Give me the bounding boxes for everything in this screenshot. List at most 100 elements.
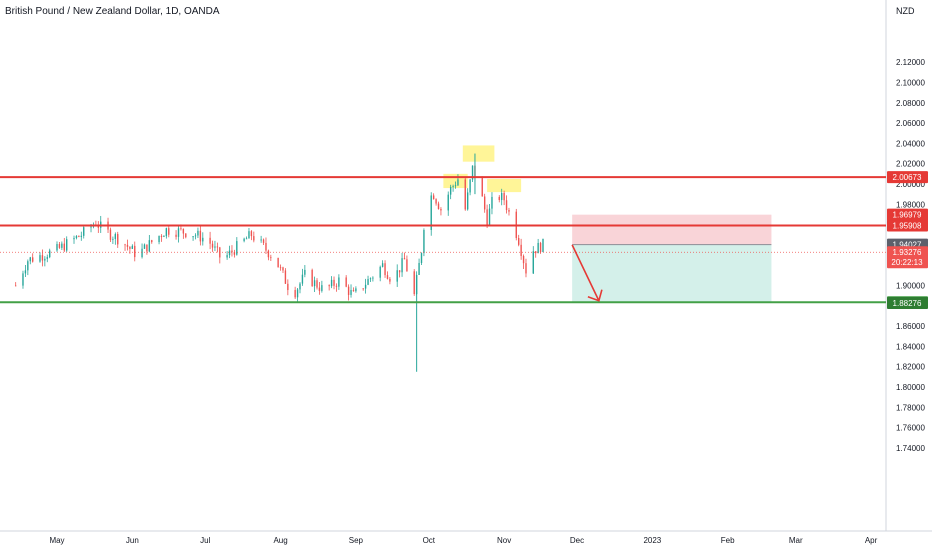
candle-body: [296, 289, 299, 298]
candle-body: [435, 199, 437, 204]
candle-body: [335, 285, 338, 287]
candle-body: [304, 269, 306, 275]
candle-body: [56, 244, 58, 251]
candle-body: [420, 253, 423, 263]
candle-body: [124, 244, 126, 246]
candle-body: [330, 279, 333, 287]
candle-body: [505, 200, 508, 211]
y-tick-label: 2.12000: [896, 58, 925, 67]
candle-body: [146, 244, 148, 252]
x-tick-label: Dec: [570, 536, 584, 545]
candle-body: [369, 278, 372, 280]
candle-body: [211, 243, 214, 248]
candle-body: [539, 242, 542, 253]
candle-body: [333, 279, 335, 286]
candle-body: [500, 193, 503, 200]
candle-body: [294, 290, 296, 298]
candle-body: [180, 228, 182, 230]
candle-body: [299, 283, 301, 290]
candle-body: [447, 194, 449, 211]
candle-body: [520, 244, 522, 257]
candle-body: [483, 196, 486, 210]
candle-body: [245, 238, 248, 240]
candle-body: [398, 270, 401, 273]
candle-body: [503, 193, 505, 201]
candle-body: [379, 266, 381, 278]
candle-body: [311, 269, 313, 287]
x-tick-label: Apr: [865, 536, 878, 545]
candle-body: [262, 239, 265, 243]
candle-body: [384, 263, 386, 276]
candle-body: [522, 256, 525, 264]
candle-body: [243, 238, 245, 242]
candle-body: [158, 235, 160, 243]
tag-resistance-upper-label: 2.00673: [893, 173, 922, 182]
candle-body: [112, 238, 114, 240]
x-tick-label: Mar: [789, 536, 803, 545]
projection-arrow-shaft: [571, 244, 600, 302]
support-tag-2: [887, 296, 928, 309]
candle-body: [449, 186, 452, 195]
candle-body: [129, 246, 131, 249]
candle-body: [386, 275, 389, 279]
candle-body: [90, 226, 92, 228]
candle-body: [471, 165, 474, 180]
last-price-tag-label: 1.93276: [893, 248, 922, 257]
candle-body: [199, 230, 202, 242]
candle-body: [73, 238, 75, 240]
candle-body: [233, 252, 236, 255]
tag-resistance-upper: [887, 171, 928, 184]
candle-body: [537, 242, 539, 254]
candle-body: [148, 240, 151, 252]
candle-body: [250, 231, 253, 237]
candle-body: [542, 238, 544, 253]
candle-body: [114, 234, 117, 239]
candle-body: [202, 237, 204, 242]
candle-body: [345, 277, 347, 287]
x-tick-label: Jul: [200, 536, 210, 545]
candle-body: [192, 236, 194, 238]
candle-body: [66, 239, 68, 251]
candle-body: [481, 178, 483, 197]
candle-body: [41, 255, 44, 261]
candle-body: [469, 179, 471, 193]
tag-resistance-lower-label: 1.95908: [893, 222, 922, 231]
candle-body: [216, 246, 219, 248]
y-tick-label: 1.76000: [896, 424, 925, 433]
candle-body: [508, 210, 510, 212]
entry-tag-label: 1.94027: [893, 241, 922, 250]
candle-body: [39, 255, 41, 262]
candle-body: [151, 240, 153, 243]
candle-body: [209, 237, 211, 244]
candle-body: [134, 245, 136, 258]
candle-body: [32, 257, 34, 262]
candle-body: [80, 235, 82, 237]
y-tick-label: 2.04000: [896, 139, 925, 148]
candle-body: [452, 186, 454, 187]
y-tick-label: 2.08000: [896, 99, 925, 108]
stop-loss-zone: [572, 214, 772, 245]
candle-body: [464, 179, 466, 210]
candle-body: [248, 231, 250, 239]
candle-body: [364, 284, 367, 289]
y-tick-label: 2.06000: [896, 119, 925, 128]
y-tick-label: 1.78000: [896, 403, 925, 412]
x-tick-label: Feb: [721, 536, 735, 545]
candle-body: [313, 280, 316, 287]
candle-body: [49, 250, 51, 258]
y-tick-label: 1.84000: [896, 342, 925, 351]
candle-body: [185, 233, 187, 238]
candle-body: [454, 185, 457, 187]
candle-body: [182, 228, 185, 234]
candle-body: [372, 277, 374, 279]
candle-body: [168, 228, 170, 235]
candle-body: [518, 238, 520, 245]
take-profit-zone: [572, 244, 772, 303]
candle-body: [432, 195, 435, 200]
candle-body: [466, 192, 469, 210]
candle-body: [14, 285, 17, 287]
candle-body: [160, 235, 163, 238]
candle-body: [321, 285, 323, 291]
candle-body: [58, 244, 61, 248]
